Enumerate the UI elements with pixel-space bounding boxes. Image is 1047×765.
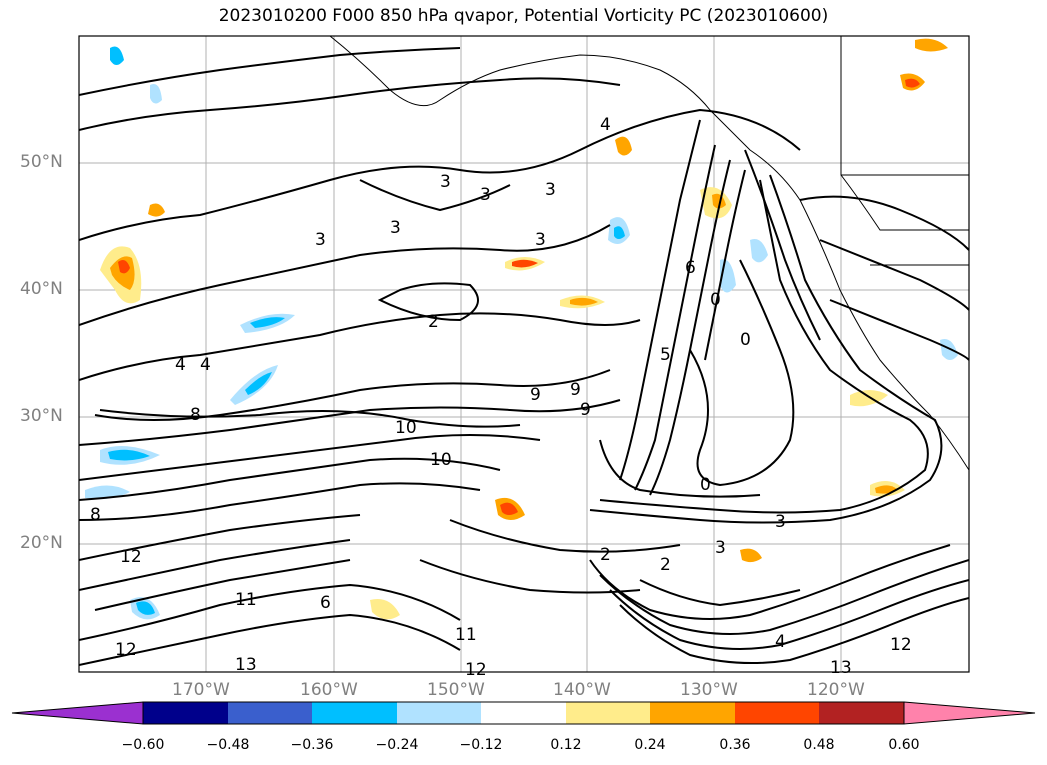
contour-label: 3 <box>535 230 546 250</box>
contour-label: 11 <box>455 625 477 645</box>
lat-label-40: 40°N <box>20 279 63 299</box>
contour-label: 12 <box>465 660 487 680</box>
lat-label-30: 30°N <box>20 406 63 426</box>
contour-label: 13 <box>830 658 852 678</box>
colorbar-tick: −0.60 <box>121 737 165 753</box>
contour-label: 11 <box>235 590 257 610</box>
colorbar-tick: 0.48 <box>803 737 835 753</box>
colorbar-tick: 0.60 <box>888 737 920 753</box>
contour-label: 3 <box>775 512 786 532</box>
lat-label-20: 20°N <box>20 533 63 553</box>
colorbar-segment <box>903 701 1036 725</box>
coastline <box>329 36 969 471</box>
colorbar-segment <box>650 702 735 724</box>
contour-label: 6 <box>320 593 331 613</box>
contour-label: 3 <box>315 230 326 250</box>
colorbar-tick: −0.48 <box>206 737 250 753</box>
contour-label: 2 <box>660 555 671 575</box>
contour-label: 9 <box>530 385 541 405</box>
colorbar-tick: 0.12 <box>550 737 582 753</box>
contour-label: 3 <box>440 172 451 192</box>
lon-label-120w: 120°W <box>807 680 865 700</box>
colorbar-tick: −0.36 <box>290 737 334 753</box>
contour-label: 5 <box>660 345 671 365</box>
colorbar-segment <box>312 702 397 724</box>
lon-label-160w: 160°W <box>300 680 358 700</box>
contour-label: 3 <box>715 538 726 558</box>
colorbar-segment <box>228 702 312 724</box>
colorbar-segment <box>735 702 819 724</box>
colorbar-segment <box>566 702 650 724</box>
contour-label: 12 <box>120 547 142 567</box>
contour-label: 9 <box>570 380 581 400</box>
contour-label: 2 <box>428 312 439 332</box>
lon-label-150w: 150°W <box>427 680 485 700</box>
contour-label: 12 <box>115 640 137 660</box>
contour-label: 0 <box>700 475 711 495</box>
contour-label: 0 <box>710 290 721 310</box>
lon-label-140w: 140°W <box>553 680 611 700</box>
colorbar-tick: 0.24 <box>634 737 666 753</box>
colorbar-tick: −0.12 <box>459 737 503 753</box>
colorbar-segment <box>397 702 481 724</box>
contour-label: 10 <box>395 418 417 438</box>
colorbar-segment <box>11 701 144 725</box>
contour-label: 3 <box>390 218 401 238</box>
contour-label: 4 <box>775 632 786 652</box>
contour-label: 3 <box>545 180 556 200</box>
contour-label: 4 <box>200 355 211 375</box>
colorbar-tick: 0.36 <box>719 737 751 753</box>
contour-label: 6 <box>685 258 696 278</box>
lon-label-130w: 130°W <box>680 680 738 700</box>
lat-label-50: 50°N <box>20 152 63 172</box>
contour-label: 3 <box>480 185 491 205</box>
figure-title: 2023010200 F000 850 hPa qvapor, Potentia… <box>218 6 829 26</box>
map-gridlines <box>79 36 969 672</box>
contour-label: 8 <box>190 405 201 425</box>
contour-label: 8 <box>90 505 101 525</box>
contour-label: 4 <box>175 355 186 375</box>
colorbar <box>11 701 1036 725</box>
colorbar-segment <box>819 702 904 724</box>
contour-label: 13 <box>235 655 257 675</box>
pv-shading <box>85 38 958 620</box>
plot-frame <box>78 35 970 673</box>
colorbar-segment <box>143 702 228 724</box>
contour-label: 9 <box>580 400 591 420</box>
contour-label: 4 <box>600 115 611 135</box>
colorbar-segment <box>481 702 566 724</box>
contour-label: 0 <box>740 330 751 350</box>
colorbar-tick: −0.24 <box>375 737 419 753</box>
contour-label: 12 <box>890 635 912 655</box>
lon-label-170w: 170°W <box>172 680 230 700</box>
contour-label: 10 <box>430 450 452 470</box>
contour-lines <box>79 47 969 666</box>
contour-label: 2 <box>600 545 611 565</box>
